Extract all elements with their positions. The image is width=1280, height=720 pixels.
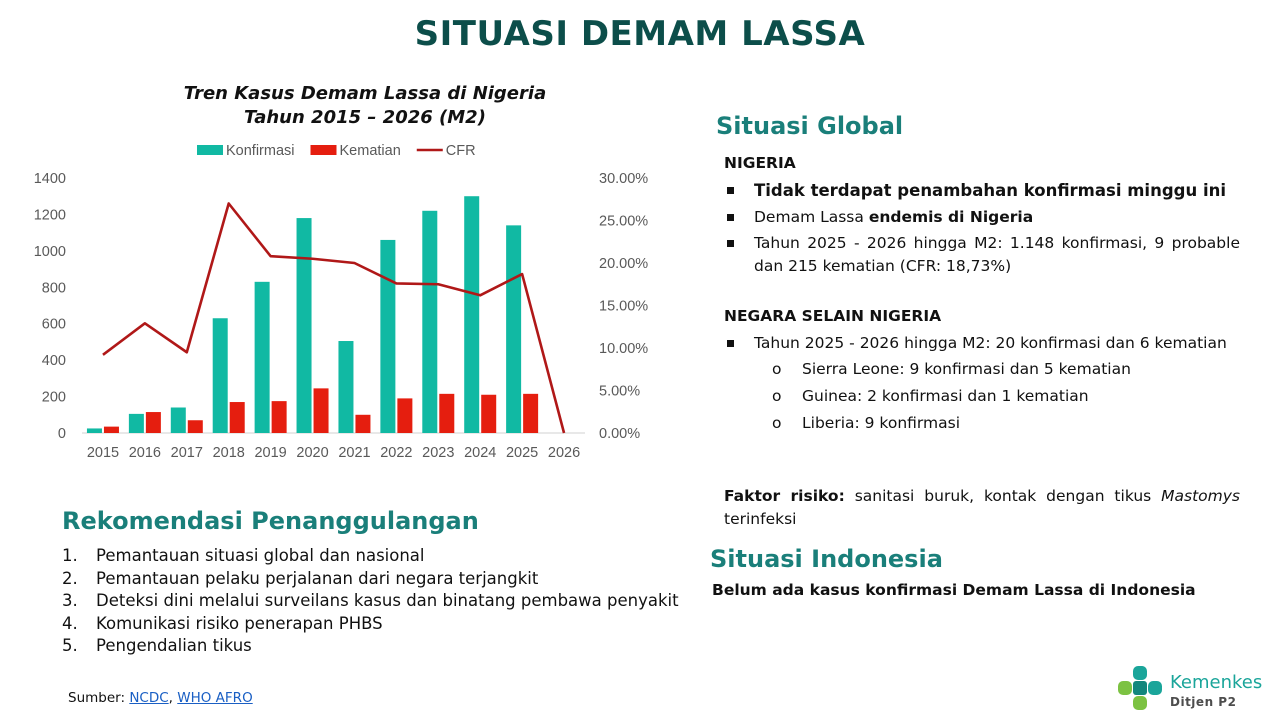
chart-title: Tren Kasus Demam Lassa di Nigeria Tahun … — [120, 82, 610, 130]
recommendation-heading: Rekomendasi Penanggulangan — [62, 507, 479, 535]
bar-konfirmasi — [254, 281, 270, 433]
legend-label: Kematian — [340, 143, 401, 159]
ncdc-link[interactable]: NCDC — [129, 690, 169, 706]
x-tick-label: 2022 — [380, 445, 412, 461]
x-tick-label: 2024 — [464, 445, 496, 461]
bar-kematian — [187, 420, 203, 433]
other-countries-section: NEGARA SELAIN NIGERIA Tahun 2025 - 2026 … — [724, 305, 1240, 439]
y-tick-label-left: 1000 — [34, 244, 66, 260]
x-tick-label: 2020 — [296, 445, 328, 461]
y-tick-label-right: 20.00% — [599, 256, 648, 272]
other-countries-label: NEGARA SELAIN NIGERIA — [724, 307, 942, 325]
y-tick-label-right: 0.00% — [599, 426, 640, 442]
chart-title-line1: Tren Kasus Demam Lassa di Nigeria — [183, 83, 547, 104]
y-tick-label-left: 1400 — [34, 171, 66, 187]
source-note: Sumber: NCDC, WHO AFRO — [68, 690, 253, 706]
logo-name: Kemenkes — [1170, 672, 1263, 693]
bar-kematian — [271, 401, 287, 433]
bar-konfirmasi — [212, 318, 228, 433]
x-tick-label: 2017 — [171, 445, 203, 461]
x-tick-label: 2018 — [213, 445, 245, 461]
recommendation-item: 5. Pengendalian tikus — [62, 636, 252, 655]
y-tick-label-left: 800 — [42, 280, 66, 296]
bar-kematian — [103, 426, 119, 433]
indonesia-heading: Situasi Indonesia — [710, 545, 943, 573]
page-title: SITUASI DEMAM LASSA — [414, 14, 866, 54]
nigeria-bullet-1: Tidak terdapat penambahan konfirmasi min… — [724, 179, 1240, 203]
lassa-trend-chart: 0 200 400 600 800 1000 1200 1400 0.00% 5.00% 10.00… — [34, 143, 649, 461]
recommendation-list: 1. Pemantauan situasi global dan nasional… — [62, 545, 679, 658]
global-heading: Situasi Global — [716, 112, 904, 140]
y-tick-label-left: 600 — [42, 317, 66, 333]
y-tick-label-right: 30.00% — [599, 171, 648, 187]
legend-label: CFR — [446, 143, 476, 159]
bar-konfirmasi — [128, 413, 144, 433]
bar-konfirmasi — [296, 218, 312, 433]
y-tick-label-right: 15.00% — [599, 299, 648, 315]
kemenkes-logo: Kemenkes Ditjen P2 — [1116, 664, 1272, 714]
x-tick-label: 2016 — [129, 445, 161, 461]
recommendation-item: 2. Pemantauan pelaku perjalanan dari nega… — [62, 568, 539, 588]
country-item: Sierra Leone: 9 konfirmasi dan 5 kematia… — [772, 358, 1240, 381]
chart-title-line2: Tahun 2015 – 2026 (M2) — [244, 107, 486, 128]
who-afro-link[interactable]: WHO AFRO — [177, 690, 253, 706]
bar-konfirmasi — [338, 341, 354, 433]
bar-konfirmasi — [380, 239, 396, 433]
legend-swatch-kematian — [310, 145, 337, 155]
legend-label: Konfirmasi — [226, 143, 295, 159]
y-tick-label-right: 10.00% — [599, 341, 648, 357]
bar-konfirmasi — [170, 407, 186, 433]
bar-kematian — [229, 402, 245, 433]
bar-kematian — [355, 414, 371, 433]
bar-konfirmasi — [464, 196, 480, 433]
bar-konfirmasi — [422, 210, 438, 433]
y-tick-label-left: 400 — [42, 353, 66, 369]
bar-kematian — [523, 393, 539, 433]
x-tick-label: 2021 — [338, 445, 370, 461]
recommendation-item: 4. Komunikasi risiko penerapan PHBS — [62, 613, 383, 633]
risk-factor-text: Faktor risiko: sanitasi buruk, kontak de… — [724, 487, 1240, 528]
x-tick-label: 2019 — [254, 445, 286, 461]
country-item: Guinea: 2 konfirmasi dan 1 kematian — [772, 385, 1240, 408]
bar-konfirmasi — [86, 428, 102, 433]
y-tick-label-right: 25.00% — [599, 214, 648, 230]
line-cfr — [102, 202, 566, 434]
bar-kematian — [439, 393, 455, 433]
x-tick-label: 2015 — [87, 445, 119, 461]
nigeria-section: NIGERIA Tidak terdapat penambahan konfir… — [724, 152, 1240, 281]
country-item: Liberia: 9 konfirmasi — [772, 412, 1240, 435]
legend-swatch-konfirmasi — [197, 145, 223, 155]
bar-kematian — [481, 394, 497, 433]
y-tick-label-left: 0 — [58, 426, 66, 442]
other-bullet-1: Tahun 2025 - 2026 hingga M2: 20 konfirma… — [724, 332, 1240, 355]
bar-kematian — [313, 388, 329, 433]
x-tick-label: 2026 — [548, 445, 580, 461]
bar-kematian — [397, 398, 413, 433]
indonesia-text: Belum ada kasus konfirmasi Demam Lassa d… — [712, 581, 1196, 599]
recommendation-item: 1. Pemantauan situasi global dan nasional — [62, 546, 425, 565]
nigeria-label: NIGERIA — [724, 154, 796, 172]
nigeria-bullet-2: Demam Lassa endemis di Nigeria — [724, 206, 1240, 229]
y-tick-label-left: 1200 — [34, 207, 66, 223]
x-tick-label: 2023 — [422, 445, 454, 461]
bar-kematian — [145, 412, 161, 433]
y-tick-label-right: 5.00% — [599, 384, 640, 400]
recommendation-item: 3. Deteksi dini melalui surveilans kasus … — [62, 591, 679, 610]
bar-konfirmasi — [506, 225, 522, 433]
nigeria-bullet-3: Tahun 2025 - 2026 hingga M2: 1.148 konfi… — [724, 232, 1240, 278]
x-tick-label: 2025 — [506, 445, 538, 461]
kemenkes-cross-icon — [1118, 666, 1162, 710]
y-tick-label-left: 200 — [42, 390, 66, 406]
logo-sub: Ditjen P2 — [1170, 695, 1237, 709]
